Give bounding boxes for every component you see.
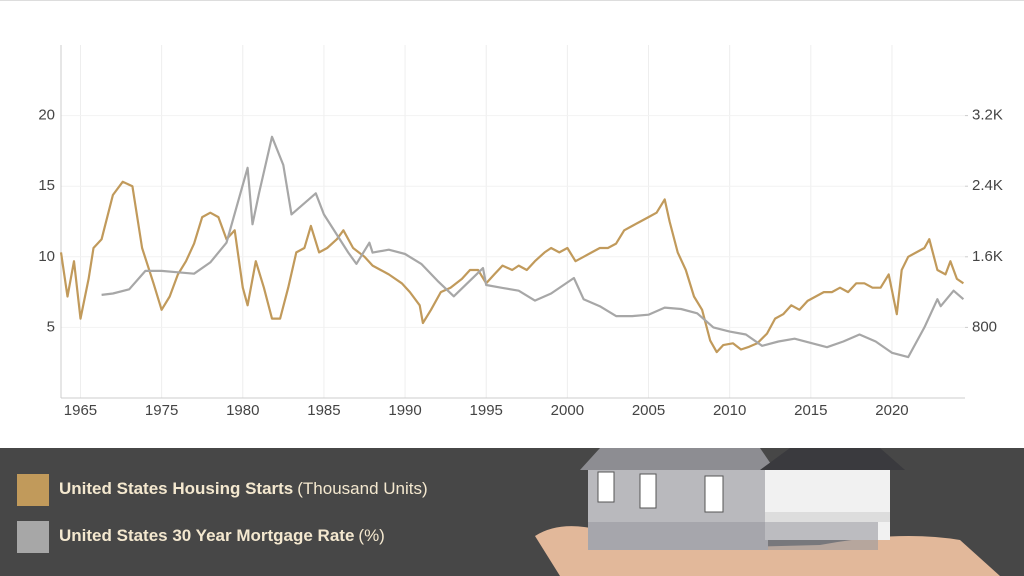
x-tick-label: 1965 [64, 402, 97, 419]
legend-unit: (Thousand Units) [297, 479, 427, 498]
x-tick-label: 2005 [632, 402, 665, 419]
legend-unit: (%) [358, 526, 384, 545]
y-tick-label: 10 [38, 248, 55, 265]
y2-tick-label: 800 [972, 318, 997, 335]
x-tick-label: 1995 [470, 402, 503, 419]
legend-name: United States Housing Starts [59, 479, 293, 498]
x-tick-label: 2000 [551, 402, 584, 419]
legend-swatch [17, 521, 49, 553]
x-tick-label: 2010 [713, 402, 746, 419]
house-illustration [535, 448, 1000, 576]
legend-swatch [17, 474, 49, 506]
x-tick-label: 1975 [145, 402, 178, 419]
x-tick-label: 1990 [388, 402, 421, 419]
y-tick-label: 20 [38, 107, 55, 124]
y2-tick-label: 3.2K [972, 107, 1003, 124]
y2-tick-label: 2.4K [972, 177, 1003, 194]
x-tick-label: 2015 [794, 402, 827, 419]
x-tick-label: 1980 [226, 402, 259, 419]
legend-entry: United States Housing Starts (Thousand Un… [59, 479, 428, 498]
series-line [101, 135, 965, 359]
legend-name: United States 30 Year Mortgage Rate [59, 526, 354, 545]
legend-entry: United States 30 Year Mortgage Rate (%) [59, 526, 385, 545]
y-tick-label: 5 [47, 318, 55, 335]
y-tick-label: 15 [38, 177, 55, 194]
x-tick-label: 2020 [875, 402, 908, 419]
y2-tick-label: 1.6K [972, 248, 1003, 265]
series-line [59, 180, 965, 354]
x-tick-label: 1985 [307, 402, 340, 419]
